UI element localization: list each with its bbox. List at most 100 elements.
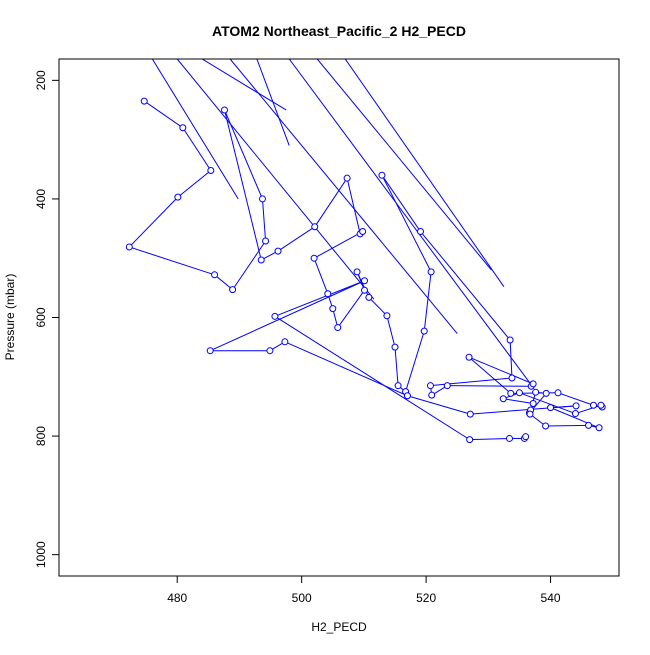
data-point — [507, 389, 515, 397]
data-point — [266, 347, 274, 355]
y-tick-label: 600 — [34, 307, 48, 327]
x-tick-label: 540 — [541, 591, 561, 605]
data-point — [595, 424, 603, 432]
series-line-segment — [356, 271, 370, 298]
data-point — [211, 271, 219, 279]
series-line-segment — [177, 170, 212, 198]
series-line-segment — [386, 315, 396, 348]
data-point — [174, 193, 182, 201]
series-line-segment — [214, 274, 233, 291]
chart-title: ATOM2 Northeast_Pacific_2 H2_PECD — [212, 23, 466, 39]
series-line-segment — [151, 59, 239, 200]
series-line-segment — [503, 398, 534, 404]
data-point — [597, 401, 605, 409]
data-point — [529, 380, 537, 388]
data-point — [466, 410, 474, 418]
series-line-segment — [346, 178, 361, 235]
data-point — [420, 327, 428, 335]
series-line-segment — [420, 231, 511, 341]
series-line-segment — [224, 109, 262, 261]
series-line-segment — [224, 109, 263, 200]
data-point — [547, 404, 555, 412]
series-line-segment — [381, 174, 421, 232]
series-line-segment — [288, 59, 533, 386]
data-point — [542, 389, 550, 397]
series-line-segment — [447, 385, 532, 387]
data-point — [258, 195, 266, 203]
series-line-segment — [423, 271, 432, 332]
series-group — [125, 59, 606, 444]
data-point — [465, 353, 473, 361]
data-point — [532, 388, 540, 396]
data-point — [257, 256, 265, 264]
series-line-segment — [545, 424, 589, 427]
data-point — [329, 305, 337, 313]
y-tick-label: 800 — [34, 426, 48, 446]
series-line-segment — [314, 177, 348, 228]
data-point — [383, 312, 391, 320]
data-point — [391, 343, 399, 351]
data-point — [343, 174, 351, 182]
x-axis-label: H2_PECD — [311, 620, 367, 634]
y-tick-label: 200 — [34, 70, 48, 90]
data-point — [353, 268, 361, 276]
data-point — [140, 97, 148, 105]
series-line-segment — [256, 59, 290, 146]
series-line-segment — [277, 226, 316, 252]
series-line-segment — [143, 100, 184, 129]
series-line-segment — [407, 395, 471, 415]
series-line-segment — [232, 240, 266, 290]
y-tick-label: 1000 — [34, 541, 48, 568]
series-line-segment — [316, 59, 492, 271]
data-point — [585, 421, 593, 429]
data-point — [589, 401, 597, 409]
data-point — [506, 336, 514, 344]
data-point — [125, 243, 133, 251]
series-line-segment — [201, 59, 287, 111]
series-line-segment — [469, 437, 510, 441]
data-point — [274, 247, 282, 255]
y-axis-label: Pressure (mbar) — [3, 274, 17, 361]
data-point — [499, 395, 507, 403]
data-point — [271, 312, 279, 320]
series-line-segment — [344, 59, 505, 287]
data-point — [179, 124, 187, 132]
series-line-segment — [368, 296, 388, 317]
series-line-segment — [274, 280, 365, 317]
series-line-segment — [313, 231, 363, 259]
data-point — [426, 382, 434, 390]
series-line-segment — [176, 59, 375, 300]
series-line-segment — [229, 59, 458, 334]
data-point — [206, 347, 214, 355]
data-point — [526, 410, 534, 418]
plot-frame — [58, 58, 620, 577]
data-point — [417, 228, 425, 236]
data-point — [508, 374, 516, 382]
series-line-segment — [405, 330, 425, 392]
data-point — [443, 382, 451, 390]
data-point — [324, 290, 332, 298]
data-point — [221, 106, 229, 114]
data-point — [428, 391, 436, 399]
data-point — [542, 422, 550, 430]
series-line-segment — [509, 340, 513, 378]
series-line-segment — [468, 356, 512, 394]
data-point — [466, 436, 474, 444]
data-layer — [125, 59, 606, 444]
series-line-segment — [470, 405, 577, 415]
series-line-segment — [337, 289, 365, 328]
data-point — [207, 166, 215, 174]
series-line-segment — [128, 196, 179, 248]
data-point — [572, 402, 580, 410]
series-line-segment — [182, 127, 212, 171]
series-line-segment — [394, 347, 399, 386]
data-point — [394, 382, 402, 390]
data-point — [229, 286, 237, 294]
series-line-segment — [557, 392, 594, 406]
data-point — [522, 433, 530, 441]
data-point — [515, 389, 523, 397]
series-line-segment — [519, 392, 576, 415]
data-point — [365, 293, 373, 301]
